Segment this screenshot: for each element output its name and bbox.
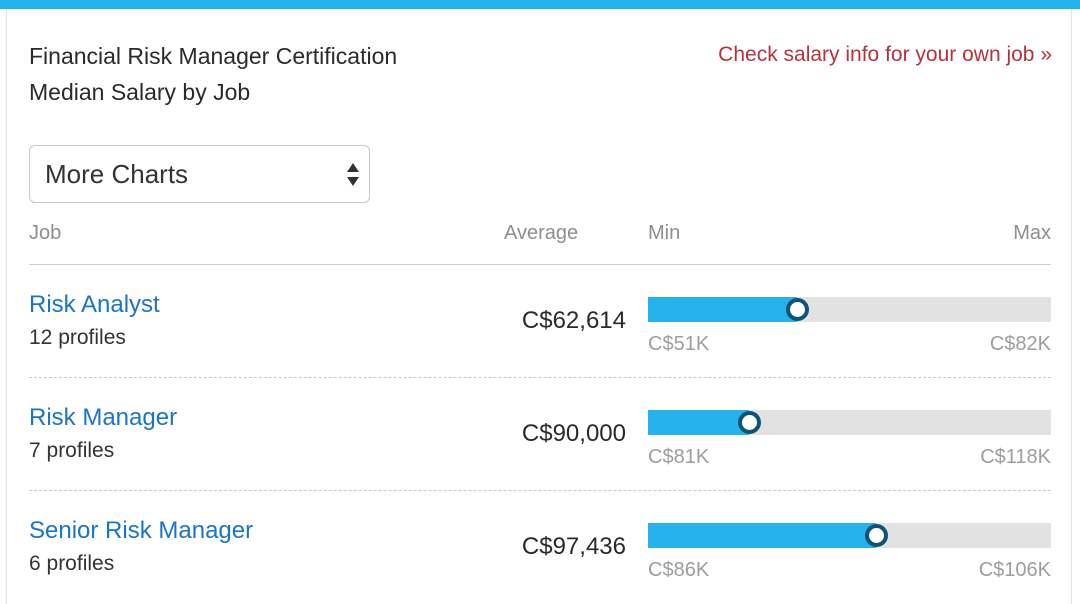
salary-max-label: C$106K [978, 559, 1051, 581]
salary-max-label: C$82K [989, 333, 1051, 355]
salary-card [6, 9, 1072, 604]
column-header-average: Average [504, 222, 579, 244]
job-link-senior-risk-manager[interactable]: Senior Risk Manager [29, 517, 254, 544]
salary-range-bar [648, 523, 1051, 548]
table-row: Risk Analyst 12 profiles C$62,614 C$51K … [29, 265, 1051, 378]
card-title-line-2: Median Salary by Job [29, 79, 251, 105]
column-header-max: Max [1013, 222, 1051, 244]
average-salary: C$90,000 [521, 420, 626, 447]
salary-min-label: C$86K [648, 559, 710, 581]
row-divider [29, 377, 1051, 378]
salary-max-label: C$118K [980, 446, 1051, 468]
salary-median-marker [864, 524, 888, 547]
salary-range-fill [648, 523, 876, 548]
card-title-line-1: Financial Risk Manager Certification [29, 43, 398, 69]
table-row: Senior Risk Manager 6 profiles C$97,436 … [29, 491, 1051, 604]
top-accent-bar [0, 0, 1080, 9]
salary-min-label: C$51K [648, 333, 710, 355]
salary-range-fill [648, 410, 749, 435]
job-link-risk-manager[interactable]: Risk Manager [29, 404, 178, 431]
profile-count: 6 profiles [29, 552, 115, 575]
column-header-min: Min [648, 222, 681, 244]
header-divider [29, 264, 1051, 265]
salary-median-marker [786, 298, 810, 321]
updown-arrows-icon [346, 162, 360, 188]
salary-range-bar [648, 410, 1051, 435]
salary-median-marker [737, 411, 761, 434]
salary-range-fill [648, 297, 798, 322]
check-own-salary-link[interactable]: Check salary info for your own job » [718, 43, 1052, 66]
more-charts-select-value: More Charts [45, 159, 189, 189]
row-divider [29, 490, 1051, 491]
job-link-risk-analyst[interactable]: Risk Analyst [29, 291, 160, 318]
salary-range-bar [648, 297, 1051, 322]
more-charts-select[interactable]: More Charts [29, 145, 370, 203]
column-header-job: Job [29, 222, 62, 244]
salary-min-label: C$81K [648, 446, 710, 468]
average-salary: C$62,614 [521, 307, 626, 334]
profile-count: 7 profiles [29, 439, 115, 462]
profile-count: 12 profiles [29, 326, 126, 349]
table-row: Risk Manager 7 profiles C$90,000 C$81K C… [29, 378, 1051, 491]
card-title: Financial Risk Manager Certification Med… [29, 38, 549, 110]
average-salary: C$97,436 [521, 533, 626, 560]
